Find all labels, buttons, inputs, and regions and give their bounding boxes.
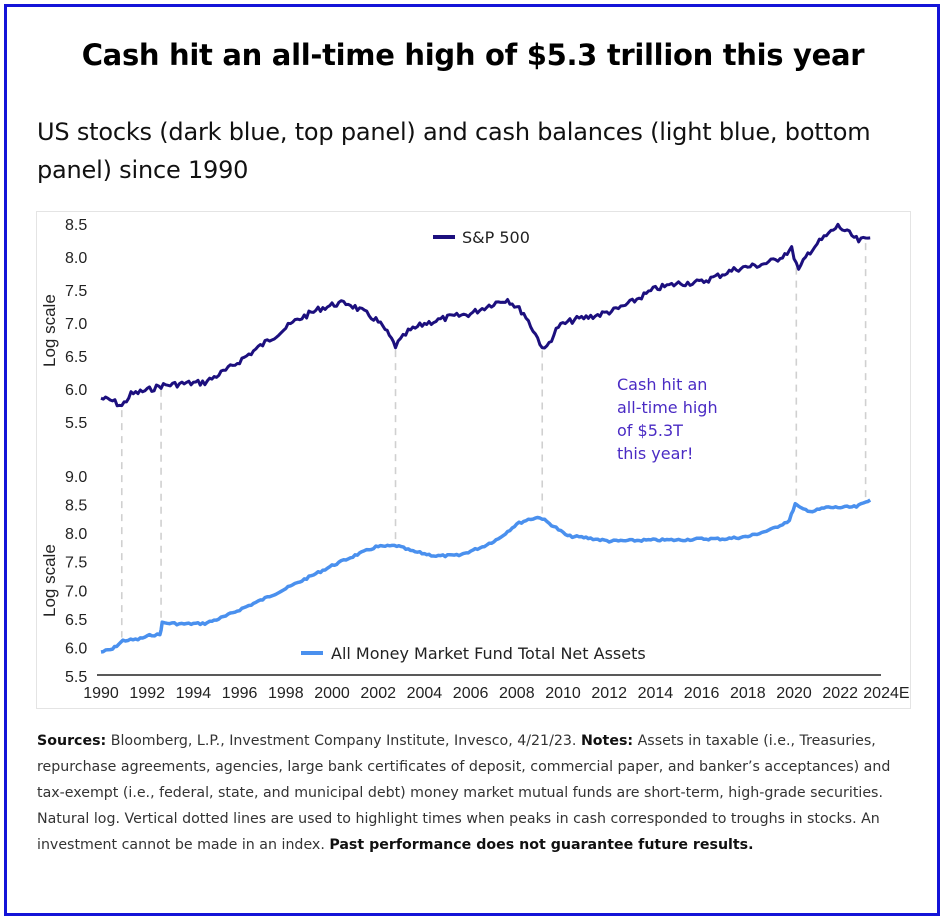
bottom-y-tick-label: 6.5: [65, 612, 87, 629]
sp500-legend: S&P 500: [433, 228, 530, 247]
bottom-y-ticks: 9.0 8.5 8.0 7.5 7.0 6.5 6.0 5.5: [65, 469, 87, 686]
x-tick-label: 2020: [776, 685, 812, 702]
sp500-line: [100, 222, 871, 408]
top-y-ticks: 8.5 8.0 7.5 7.0 6.5 6.0 5.5: [65, 217, 87, 432]
chart-container: 8.5 8.0 7.5 7.0 6.5 6.0 5.5 9.0 8.5 8.0 7.5 7.0 6.5…: [36, 211, 911, 709]
annotation-line-2: all-time high: [617, 398, 718, 417]
page-title: Cash hit an all-time high of $5.3 trilli…: [81, 38, 865, 72]
x-tick-label: 1990: [83, 685, 119, 702]
page-frame: [4, 4, 940, 916]
x-tick-label: 2012: [591, 685, 627, 702]
x-tick-label: 2016: [684, 685, 720, 702]
x-tick-label: 2014: [638, 685, 674, 702]
footnotes: Sources: Bloomberg, L.P., Investment Com…: [37, 728, 917, 858]
x-tick-label: 2010: [545, 685, 581, 702]
bottom-y-tick-label: 5.5: [65, 669, 87, 686]
sources-label: Sources:: [37, 733, 107, 749]
disclaimer: Past performance does not guarantee futu…: [329, 837, 754, 853]
x-tick-label: 2006: [453, 685, 489, 702]
top-y-tick-label: 7.0: [65, 316, 87, 333]
x-tick-label: 1996: [222, 685, 258, 702]
x-ticks: 1990 1992 1994 1996 1998 2000 2002 2004 2006 2008…: [83, 685, 909, 702]
annotation-line-3: of $5.3T: [617, 421, 683, 440]
x-tick-label: 2024E: [863, 685, 909, 702]
bottom-y-tick-label: 8.5: [65, 498, 87, 515]
top-y-tick-label: 5.5: [65, 415, 87, 432]
annotation-line-1: Cash hit an: [617, 375, 707, 394]
top-y-tick-label: 7.5: [65, 283, 87, 300]
sources-text: Bloomberg, L.P., Investment Company Inst…: [106, 733, 581, 749]
money-market-line: [100, 498, 872, 654]
x-tick-label: 2018: [730, 685, 766, 702]
x-tick-label: 2022: [822, 685, 858, 702]
top-y-axis-label: Log scale: [40, 294, 59, 367]
cash-legend: All Money Market Fund Total Net Assets: [301, 644, 646, 663]
x-tick-label: 2004: [407, 685, 443, 702]
x-tick-label: 1998: [268, 685, 304, 702]
x-tick-label: 1994: [176, 685, 212, 702]
bottom-y-axis-label: Log scale: [40, 544, 59, 617]
chart-svg: 8.5 8.0 7.5 7.0 6.5 6.0 5.5 9.0 8.5 8.0 7.5 7.0 6.5…: [40, 217, 910, 702]
bottom-y-tick-label: 9.0: [65, 469, 87, 486]
bottom-y-tick-label: 7.5: [65, 555, 87, 572]
chart-subtitle: US stocks (dark blue, top panel) and cas…: [37, 118, 871, 184]
notes-text: Assets in taxable (i.e., Treasuries, rep…: [37, 733, 891, 853]
bottom-y-tick-label: 6.0: [65, 640, 87, 657]
top-y-tick-label: 6.5: [65, 349, 87, 366]
bottom-y-tick-label: 7.0: [65, 583, 87, 600]
notes-label: Notes:: [580, 733, 634, 749]
cash-legend-label: All Money Market Fund Total Net Assets: [331, 644, 646, 663]
annotation-line-4: this year!: [617, 444, 693, 463]
x-tick-label: 2008: [499, 685, 535, 702]
x-tick-label: 1992: [129, 685, 165, 702]
top-y-tick-label: 8.0: [65, 250, 87, 267]
annotation: Cash hit an all-time high of $5.3T this …: [617, 375, 718, 463]
sp500-legend-label: S&P 500: [462, 228, 530, 247]
top-y-tick-label: 8.5: [65, 217, 87, 234]
x-tick-label: 2000: [314, 685, 350, 702]
x-tick-label: 2002: [360, 685, 396, 702]
top-y-tick-label: 6.0: [65, 382, 87, 399]
guide-lines: [120, 243, 867, 638]
bottom-y-tick-label: 8.0: [65, 526, 87, 543]
